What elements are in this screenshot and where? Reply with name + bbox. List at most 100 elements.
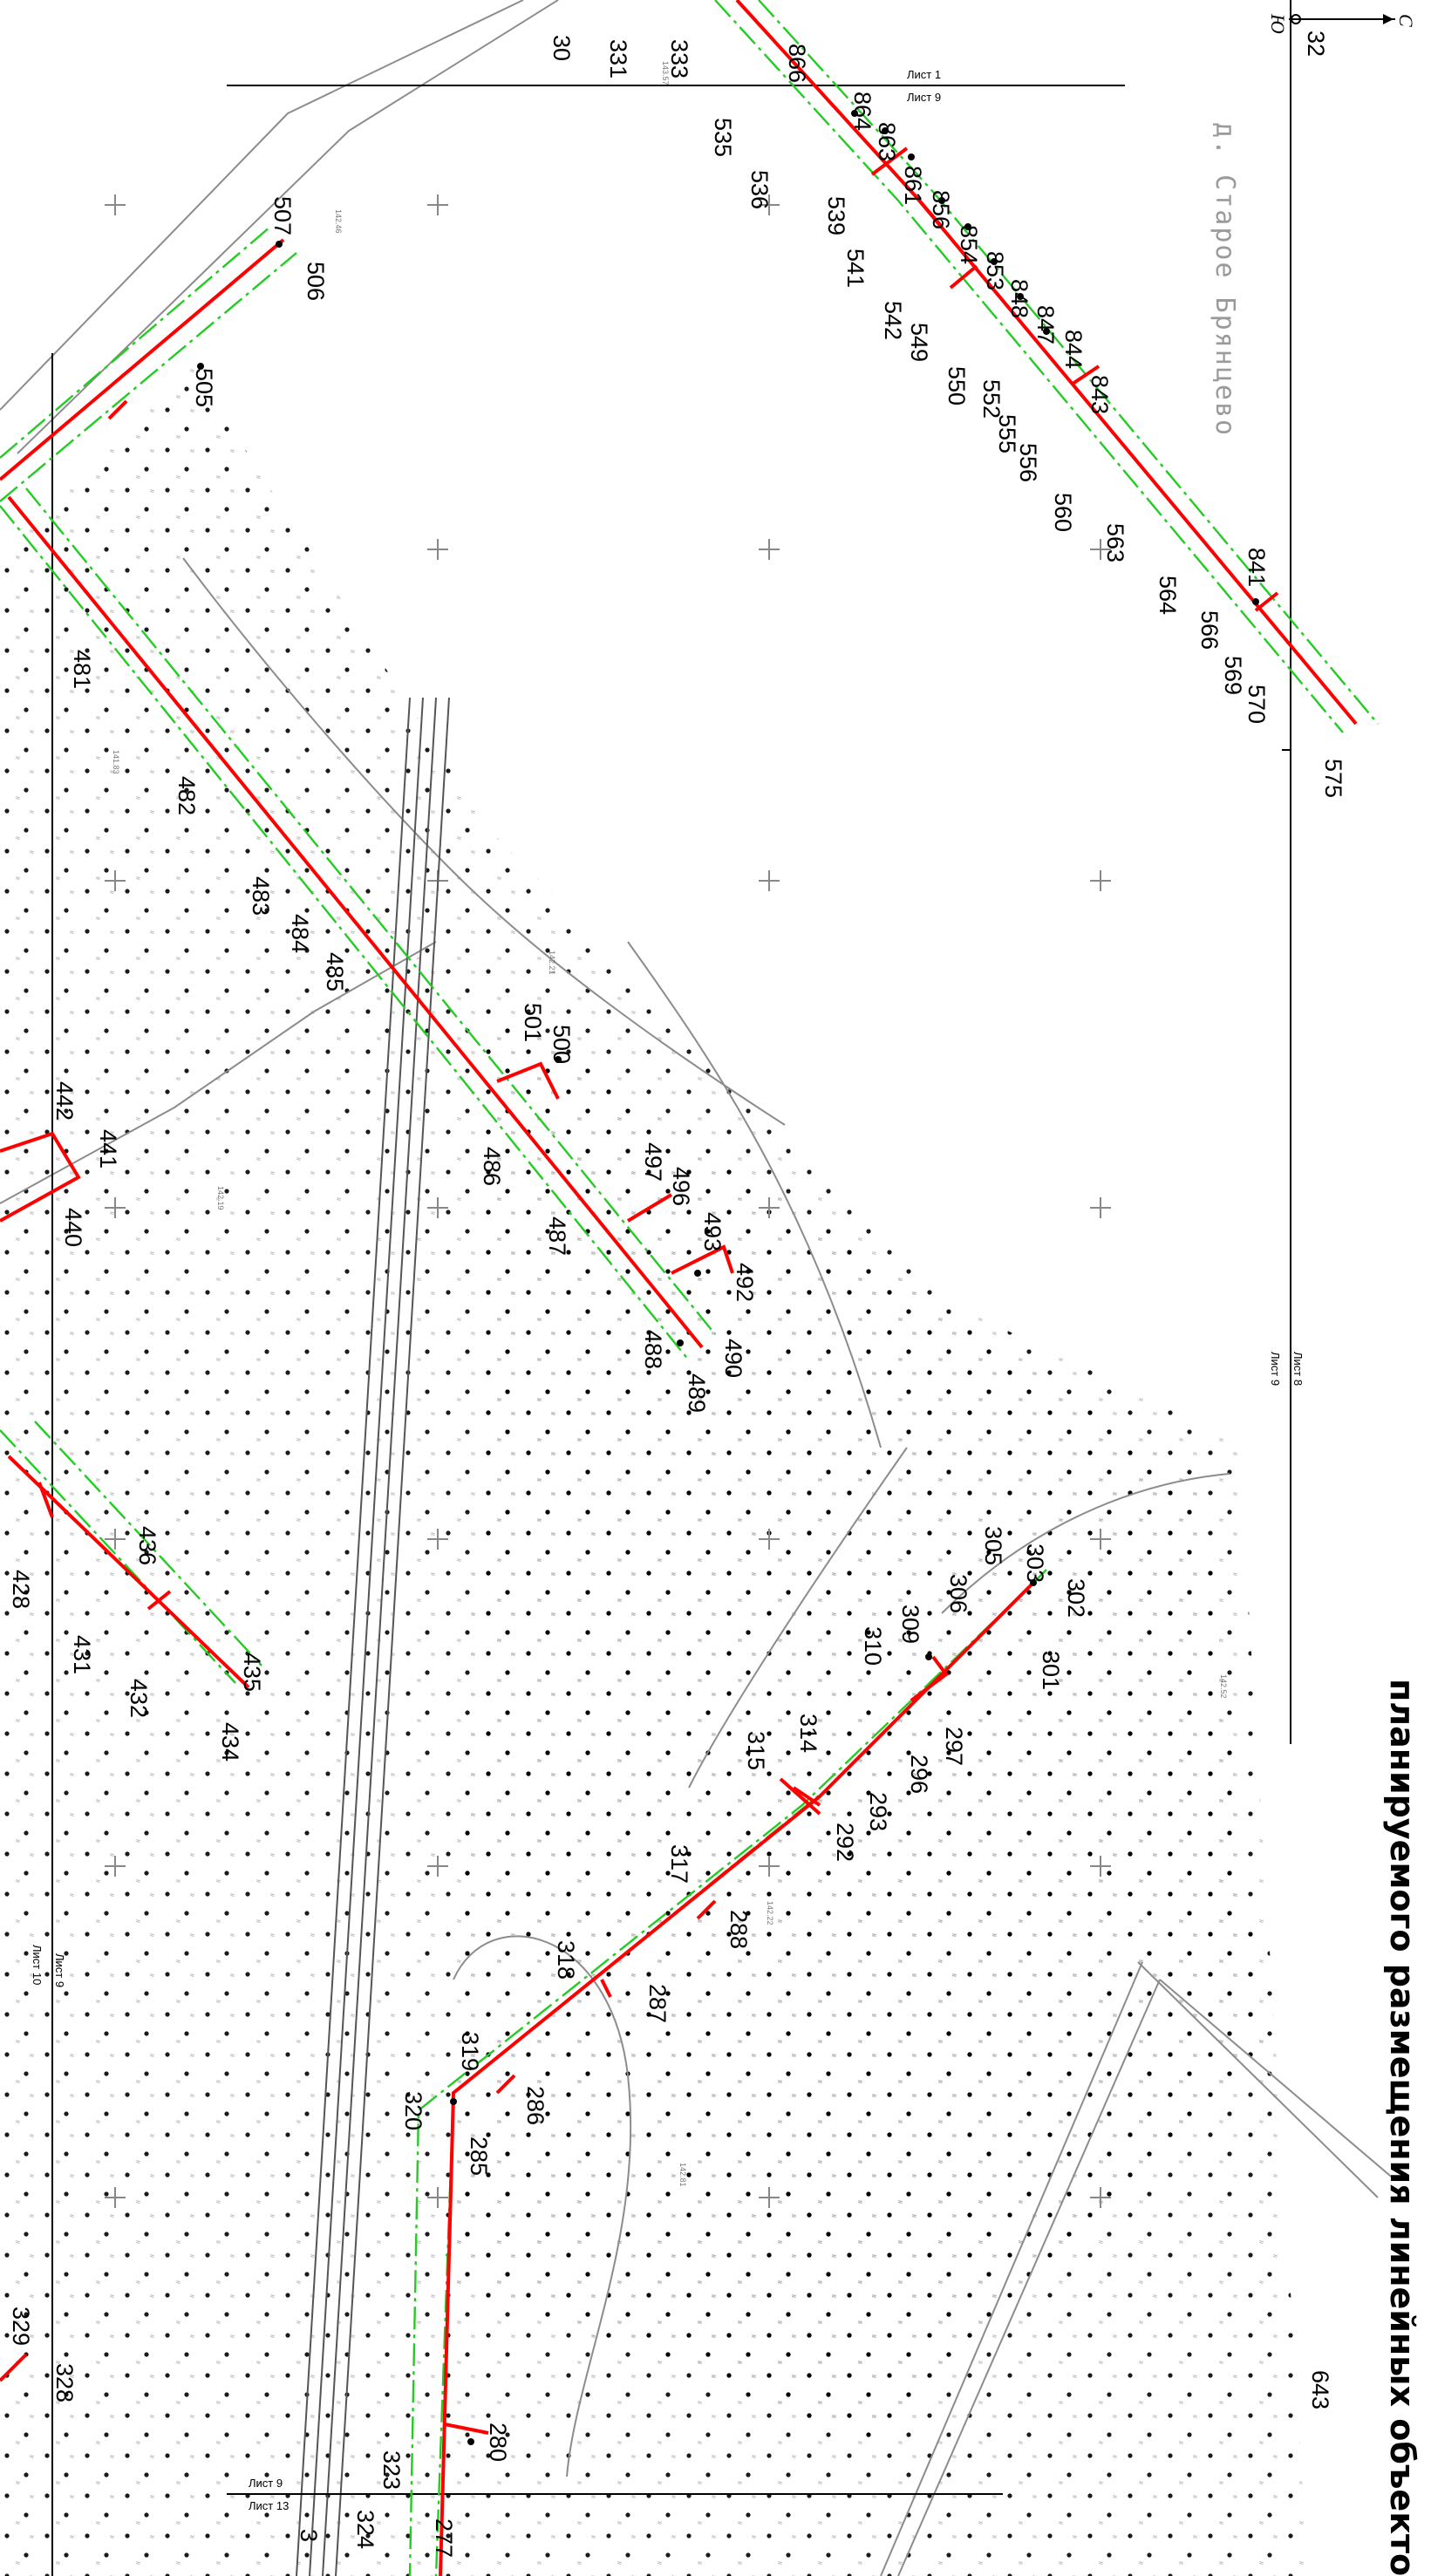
point-markers [197,110,1259,2445]
point-label: 493 [699,1212,726,1251]
point-label: 841 [1244,548,1270,587]
point-label: 483 [248,876,274,916]
contour-lines [0,0,1396,2576]
point-label: 854 [956,225,982,264]
point-label: 505 [191,368,217,407]
elevation-label: 142.19 [216,1186,225,1210]
point-label: 490 [720,1339,746,1378]
point-label: 315 [743,1731,769,1770]
point-label: 302 [1063,1578,1089,1618]
point-label: 303 [1022,1544,1048,1583]
point-label: 328 [51,2363,78,2402]
point-label: 317 [666,1844,692,1884]
point-label: 643 [1307,2370,1333,2409]
point-label: 843 [1087,375,1113,414]
point-label: 536 [746,170,773,209]
sheet-labels: Лист 1 Лист 9 Лист 9 Лист 8 Лист 10 Лист… [31,68,1305,2512]
point-label: 552 [978,379,1005,419]
point-label: 542 [880,301,906,340]
point-label: 541 [842,249,869,288]
village-name: д. Старое Брянцево [1210,122,1240,437]
elevation-label: 141.83 [112,750,120,774]
point-label: 847 [1032,305,1059,344]
point-label: 866 [784,44,810,83]
point-label: 434 [217,1722,243,1762]
point-label: 296 [906,1755,932,1794]
grid-crosses [105,194,1111,2208]
point-label: 285 [466,2136,492,2176]
point-label: 507 [269,196,296,235]
elevation-label: 142.46 [334,209,343,234]
point-label: 323 [378,2450,405,2490]
point-label: 292 [832,1823,858,1862]
terrain-fill [0,366,1308,2576]
point-label: 440 [60,1208,86,1247]
point-label: 844 [1060,330,1087,369]
point-label: 484 [287,914,313,953]
point-label: 485 [322,952,348,992]
point-label: 435 [239,1653,265,1692]
point-label: 863 [874,122,900,161]
point-label: 320 [400,2091,426,2130]
sheet-label: Лист 9 [907,91,941,104]
elevation-label: 143.57 [661,61,670,85]
point-label: 864 [849,92,876,131]
compass-north: С [1395,14,1417,27]
point-label: 280 [485,2423,511,2462]
point-label: 441 [95,1129,121,1169]
point-label: 324 [352,2510,378,2549]
sheet-label: Лист 9 [249,2477,283,2490]
point-label: 569 [1220,656,1246,695]
point-label: 500 [549,1025,575,1064]
point-label: 861 [900,166,926,205]
point-label: 329 [8,2307,34,2346]
point-label: 286 [522,2086,549,2125]
point-label: 487 [544,1216,570,1256]
elevation-label: 142.22 [766,1901,774,1925]
sheet-label: Лист 13 [249,2499,289,2512]
point-label: 331 [605,39,631,78]
point-label: 482 [174,776,200,815]
point-label: 563 [1102,523,1128,562]
sheet-label: Лист 10 [31,1945,44,1985]
point-label: 297 [941,1727,967,1766]
point-label: 497 [640,1142,666,1182]
point-label: 306 [945,1574,971,1613]
point-label: 853 [982,251,1008,290]
point-label: 848 [1006,279,1032,318]
point-labels: 30 331 333 866 864 863 861 856 854 853 8… [8,31,1346,2558]
compass-south: Ю [1267,13,1289,34]
point-label: 314 [795,1714,821,1753]
point-label: 575 [1320,759,1346,798]
point-label: 501 [520,1003,546,1042]
sheet-title: планируемого размещения линейных объекто… [1383,1679,1421,2576]
point-label: 309 [897,1605,923,1644]
point-label: 550 [944,366,970,405]
point-label: 506 [303,262,329,301]
point-label: 293 [865,1792,891,1831]
sheet-label: Лист 8 [1291,1352,1305,1386]
point-label: 318 [553,1940,579,1980]
elevation-labels: 142.46 142.21 142.22 143.57 142.81 142.1… [112,61,1228,2187]
point-label: 431 [69,1635,95,1674]
point-label: 560 [1050,493,1076,532]
compass-icon: С Ю [1267,13,1417,34]
point-label: 535 [710,118,736,157]
point-label: 301 [1038,1651,1064,1690]
point-label: 319 [457,2032,483,2071]
point-label: 556 [1015,443,1041,482]
point-label: 488 [640,1330,666,1369]
sheet-label: Лист 1 [907,68,941,81]
point-label: 566 [1196,610,1223,650]
point-label: 310 [860,1626,886,1666]
point-label: 481 [69,650,95,689]
point-label: 539 [823,196,849,235]
point-label: 489 [684,1373,710,1413]
planned-route [0,0,1358,2576]
point-label: 496 [668,1167,694,1206]
point-label: 333 [666,39,692,78]
point-label: 555 [994,414,1020,453]
point-label: 432 [126,1679,152,1718]
point-label: 856 [928,190,954,229]
